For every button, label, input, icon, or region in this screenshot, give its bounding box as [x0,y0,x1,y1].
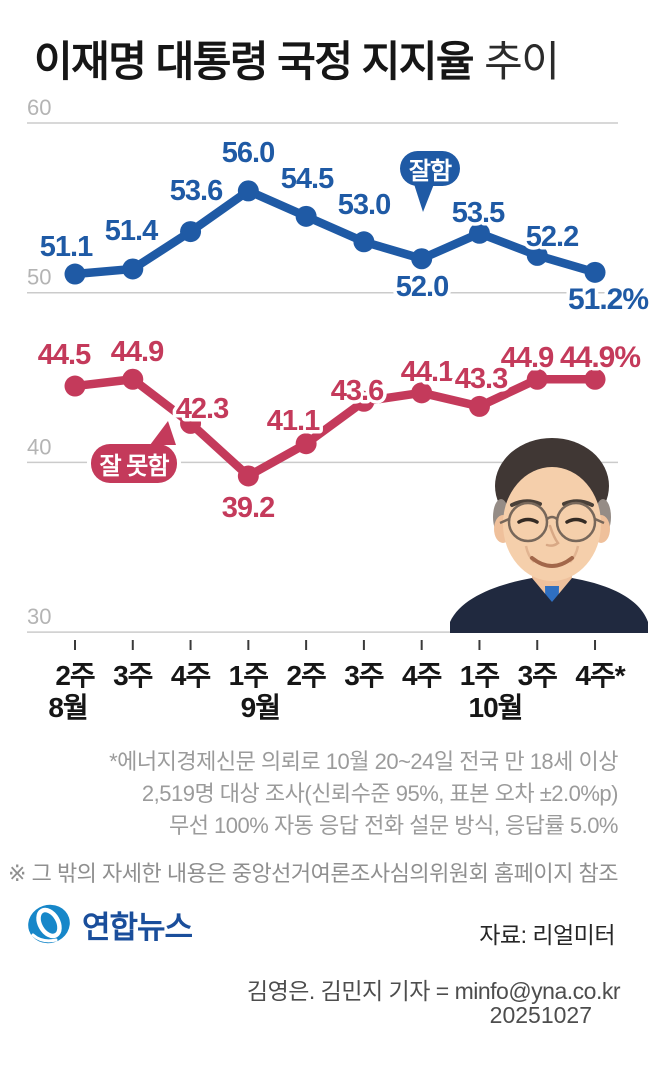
data-point [526,244,548,266]
data-point [180,412,202,434]
suit [450,578,648,633]
data-point-label: 53.0 [338,189,390,221]
x-tick-label: 4주 [402,660,442,691]
month-label: 8월 [48,692,87,723]
x-tick-label: 4주* [575,660,625,691]
data-point [237,180,259,202]
data-point-label: 52.0 [396,271,448,303]
trend-line [70,374,600,481]
eye-right [565,517,587,524]
data-point [526,368,548,390]
data-point-label: 51.1 [40,231,93,263]
annotation-bubble-approve: 잘함 [400,151,460,186]
face [503,467,601,581]
title-suffix: 추이 [484,38,560,85]
date-stamp: 20251027 [489,1002,592,1028]
eyebrow-right [562,499,594,507]
data-point-label: 44.9% [560,341,640,374]
data-point-label: 44.5 [38,339,91,371]
data-point-label: 44.1 [401,356,454,388]
data-point-label: 56.0 [222,137,274,169]
month-label: 10월 [469,692,523,723]
data-point-label: 39.2 [222,492,274,524]
month-label: 9월 [241,692,280,723]
reporter-credit: 김영은. 김민지 기자 = minfo@yna.co.kr [246,978,621,1004]
data-point-label: 53.5 [452,197,505,229]
title-main: 이재명 대통령 국정 지지율 [34,38,475,85]
data-point [180,221,202,243]
president-portrait [450,438,648,633]
page-title: 이재명 대통령 국정 지지율 추이 [34,28,560,89]
data-source: 자료: 리얼미터 [479,922,615,948]
y-axis-label: 50 [27,265,51,290]
data-point [295,205,317,227]
y-axis-label: 30 [27,604,51,629]
x-tick-label: 2주 [55,660,95,691]
data-point [468,222,490,244]
x-tick-label: 2주 [286,660,326,691]
bubble-approve-label: 잘함 [408,158,452,185]
data-point-label: 44.9 [111,336,164,368]
data-point [584,368,606,390]
x-tick-label: 4주 [171,660,211,691]
data-point-label: 54.5 [281,163,334,195]
data-point [353,231,375,253]
data-point-label: 52.2 [526,221,578,253]
trend-line [70,186,600,279]
eye-left [517,517,539,524]
data-point-label: 41.1 [267,405,320,437]
data-point [584,261,606,283]
nose [545,524,560,547]
x-tick-label: 3주 [113,660,153,691]
data-point-label: 43.6 [331,375,384,407]
data-point-label: 51.2% [568,283,648,316]
data-point [411,248,433,270]
bubble-tail-disapprove [150,421,176,445]
yonhap-logo-text: 연합뉴스 [82,910,193,945]
glasses [499,501,605,543]
survey-notes: *에너지경제신문 의뢰로 10월 20~24일 전국 만 18세 이상 2,51… [109,746,618,842]
survey-note-line: *에너지경제신문 의뢰로 10월 20~24일 전국 만 18세 이상 [109,749,618,774]
y-axis-label: 60 [27,95,51,120]
yonhap-logo: 연합뉴스 [26,901,193,948]
data-point [64,375,86,397]
data-point-label: 42.3 [176,393,229,425]
approval-trend-chart: 60 50 40 30 2주 3주 4주 1주 2주 3주 4주 1주 3주 4주* 8월 9월 10월 51.1… [27,95,650,723]
x-tick-label: 1주 [460,660,500,691]
bubble-tail-approve [414,184,434,212]
data-point [295,433,317,455]
extra-note: ※ 그 밖의 자세한 내용은 중앙선거여론조사심의위원회 홈페이지 참조 [8,861,618,886]
mouth [530,556,574,568]
x-tick-label: 1주 [229,660,269,691]
data-point [468,395,490,417]
data-point [237,465,259,487]
data-point-label: 53.6 [170,175,223,207]
x-tick-label: 3주 [344,660,384,691]
data-point [122,258,144,280]
survey-note-line: 2,519명 대상 조사(신뢰수준 95%, 표본 오차 ±2.0%p) [141,781,619,806]
data-point-label: 44.9 [501,342,554,374]
data-point [411,382,433,404]
data-point-label: 51.4 [105,215,158,247]
annotation-bubble-disapprove: 잘 못함 [91,444,177,483]
survey-note-line: 무선 100% 자동 응답 전화 설문 방식, 응답률 5.0% [168,813,619,838]
data-point [122,368,144,390]
eyebrow-left [510,499,542,507]
data-point [64,263,86,285]
yonhap-logo-icon [28,904,70,944]
bubble-disapprove-label: 잘 못함 [99,453,170,480]
data-point [353,390,375,412]
portrait-figure [450,438,648,633]
x-tick-label: 3주 [518,660,558,691]
data-point-label: 43.3 [455,363,508,395]
y-axis-label: 40 [27,434,51,459]
